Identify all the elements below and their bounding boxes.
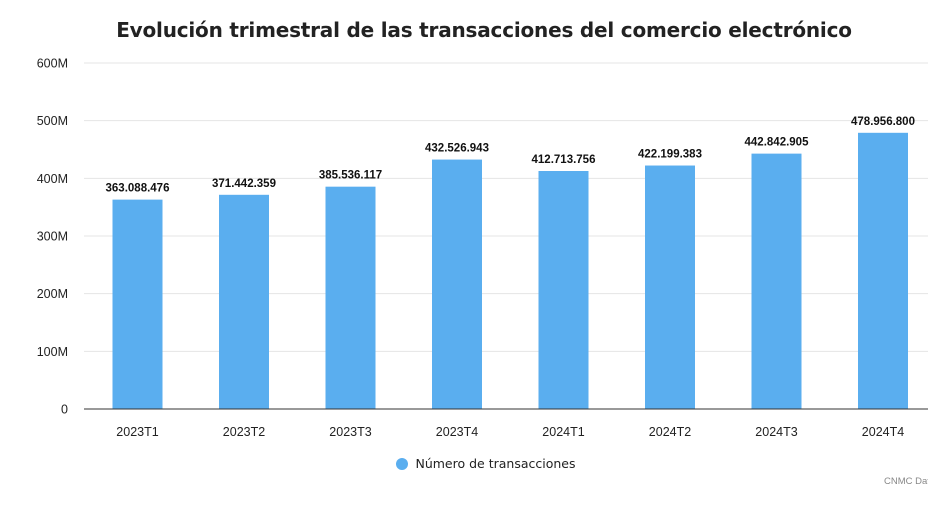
- chart-title: Evolución trimestral de las transaccione…: [116, 18, 852, 42]
- x-tick-label: 2024T2: [649, 425, 691, 439]
- bar: [538, 171, 589, 409]
- data-label: 422.199.383: [638, 149, 702, 161]
- bar: [112, 199, 163, 409]
- bar: [751, 153, 802, 409]
- x-tick-label: 2023T4: [436, 425, 478, 439]
- y-tick-label: 0: [61, 403, 68, 417]
- x-tick-label: 2024T1: [542, 425, 584, 439]
- bar: [858, 132, 908, 409]
- source-note: CNMC Dat: [884, 476, 928, 487]
- x-tick-label: 2023T3: [329, 425, 371, 439]
- bar: [645, 165, 695, 409]
- data-label: 478.956.800: [851, 116, 915, 128]
- x-tick-label: 2024T3: [755, 425, 797, 439]
- legend: Número de transacciones: [0, 456, 928, 471]
- legend-label: Número de transacciones: [415, 456, 576, 471]
- x-tick-label: 2023T2: [223, 425, 265, 439]
- y-tick-label: 100M: [37, 345, 68, 359]
- legend-swatch: [396, 457, 409, 470]
- y-tick-label: 400M: [37, 172, 68, 186]
- y-tick-label: 500M: [37, 114, 68, 128]
- data-label: 432.526.943: [425, 143, 489, 155]
- data-label: 412.713.756: [532, 154, 596, 166]
- y-tick-label: 600M: [37, 57, 68, 71]
- y-tick-label: 300M: [37, 230, 68, 244]
- y-tick-label: 200M: [37, 287, 68, 301]
- data-label: 371.442.359: [212, 178, 276, 190]
- data-label: 385.536.117: [319, 170, 382, 182]
- bar: [325, 186, 376, 409]
- data-label: 442.842.905: [745, 137, 810, 149]
- bar: [432, 159, 482, 409]
- x-tick-label: 2024T4: [862, 425, 904, 439]
- x-tick-label: 2023T1: [116, 425, 158, 439]
- data-label: 363.088.476: [106, 183, 170, 195]
- bar: [219, 194, 269, 409]
